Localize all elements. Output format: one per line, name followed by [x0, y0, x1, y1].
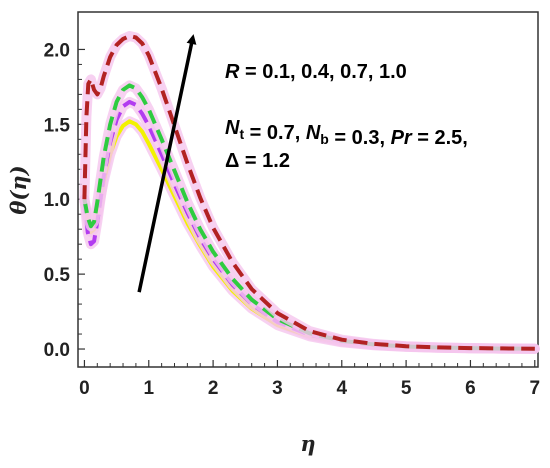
y-tick-labels: 0.0 0.5 1.0 1.5 2.0: [44, 40, 71, 361]
annotation-part: b: [320, 131, 329, 147]
annotation-part: N: [306, 122, 321, 144]
annotation-part: = 0.3,: [329, 127, 391, 149]
series-line-4: [82, 34, 535, 351]
x-axis-title: η: [300, 431, 315, 456]
annotation-line-2: Nt = 0.7, Nb = 0.3, Pr = 2.5,: [225, 117, 468, 149]
series-layer: [79, 31, 540, 354]
annotation-part: = 0.7,: [244, 122, 306, 144]
x-tick-label: 2: [208, 378, 219, 399]
annotation-part: = 2.5,: [412, 127, 468, 149]
y-tick-label: 1.5: [44, 115, 71, 136]
y-axis-title: θ(η): [6, 165, 31, 214]
y-tick-label: 0.0: [44, 340, 70, 361]
x-tick-label: 3: [272, 378, 283, 399]
annotation-line-3: Δ = 1.2: [225, 150, 290, 172]
x-tick-label: 6: [465, 378, 476, 399]
annotation-part: N: [225, 117, 240, 139]
x-tick-label: 4: [336, 378, 347, 399]
x-tick-label: 5: [401, 378, 412, 399]
x-tick-label: 0: [79, 378, 90, 399]
annotation-block: R = 0.1, 0.4, 0.7, 1.0 Nt = 0.7, Nb = 0.3…: [225, 61, 468, 172]
annotation-line-1: R = 0.1, 0.4, 0.7, 1.0: [225, 61, 407, 83]
y-tick-label: 1.0: [44, 190, 70, 211]
y-tick-label: 0.5: [44, 265, 71, 286]
annotation-part: R: [225, 61, 240, 83]
x-tick-label: 1: [143, 378, 154, 399]
x-tick-labels: 0 1 2 3 4 5 6 7: [79, 378, 540, 399]
annotation-part: Pr: [391, 127, 413, 149]
annotation-part: = 0.1, 0.4, 0.7, 1.0: [239, 61, 406, 83]
annotation-part: Δ = 1.2: [225, 150, 290, 172]
y-tick-label: 2.0: [44, 40, 70, 61]
x-tick-label: 7: [529, 378, 540, 399]
plot-frame: [77, 11, 539, 368]
trend-arrow: [137, 34, 197, 293]
annotation-part: t: [239, 126, 244, 142]
